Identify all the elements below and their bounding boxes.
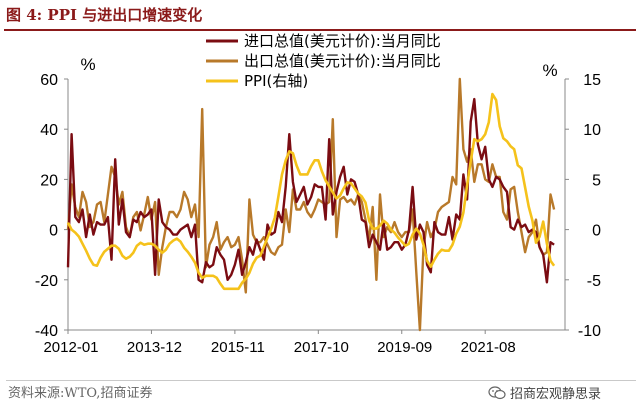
x-tick-label: 2017-10 bbox=[294, 339, 349, 356]
left-tick-label: 60 bbox=[40, 72, 58, 89]
legend-label: 出口总值(美元计价):当月同比 bbox=[244, 52, 441, 70]
left-axis-unit: % bbox=[80, 55, 95, 74]
source-divider bbox=[6, 380, 636, 381]
wechat-icon bbox=[488, 385, 506, 399]
x-tick-label: 2021-08 bbox=[461, 339, 516, 356]
left-tick-label: -20 bbox=[35, 273, 58, 290]
right-tick-label: 15 bbox=[583, 72, 601, 89]
source-note: 资料来源:WTO,招商证券 bbox=[8, 386, 153, 401]
series-line-1 bbox=[66, 97, 555, 284]
chart-axes: 60 40 20 0 -20 -40 15 10 5 0 -5 -10 2012-01 2013-12 20… bbox=[35, 72, 601, 356]
left-tick-label: 0 bbox=[49, 223, 58, 240]
title-rule bbox=[4, 29, 636, 31]
series-line-3 bbox=[66, 92, 556, 291]
x-tick-label: 2019-09 bbox=[377, 339, 432, 356]
chart-series-lines bbox=[66, 77, 556, 332]
figure-title: 图 4: PPI 与进出口增速变化 bbox=[6, 6, 203, 24]
right-tick-label: -5 bbox=[587, 273, 601, 290]
right-tick-label: 10 bbox=[583, 122, 601, 139]
watermark-text: 招商宏观静思录 bbox=[510, 387, 602, 402]
legend-label: 进口总值(美元计价):当月同比 bbox=[244, 32, 441, 50]
x-tick-label: 2012-01 bbox=[43, 339, 98, 356]
left-tick-label: 20 bbox=[40, 172, 58, 189]
series-line-2 bbox=[66, 77, 556, 332]
right-tick-label: 5 bbox=[592, 172, 601, 189]
right-tick-label: 0 bbox=[592, 223, 601, 240]
right-tick-label: -10 bbox=[578, 323, 601, 340]
watermark: 招商宏观静思录 bbox=[488, 383, 601, 402]
x-tick-label: 2015-11 bbox=[211, 339, 265, 356]
x-tick-label: 2013-12 bbox=[127, 339, 182, 356]
left-tick-label: -40 bbox=[35, 323, 58, 340]
left-tick-label: 40 bbox=[40, 122, 58, 139]
legend-label: PPI(右轴) bbox=[244, 72, 308, 90]
right-axis-unit: % bbox=[542, 61, 557, 80]
